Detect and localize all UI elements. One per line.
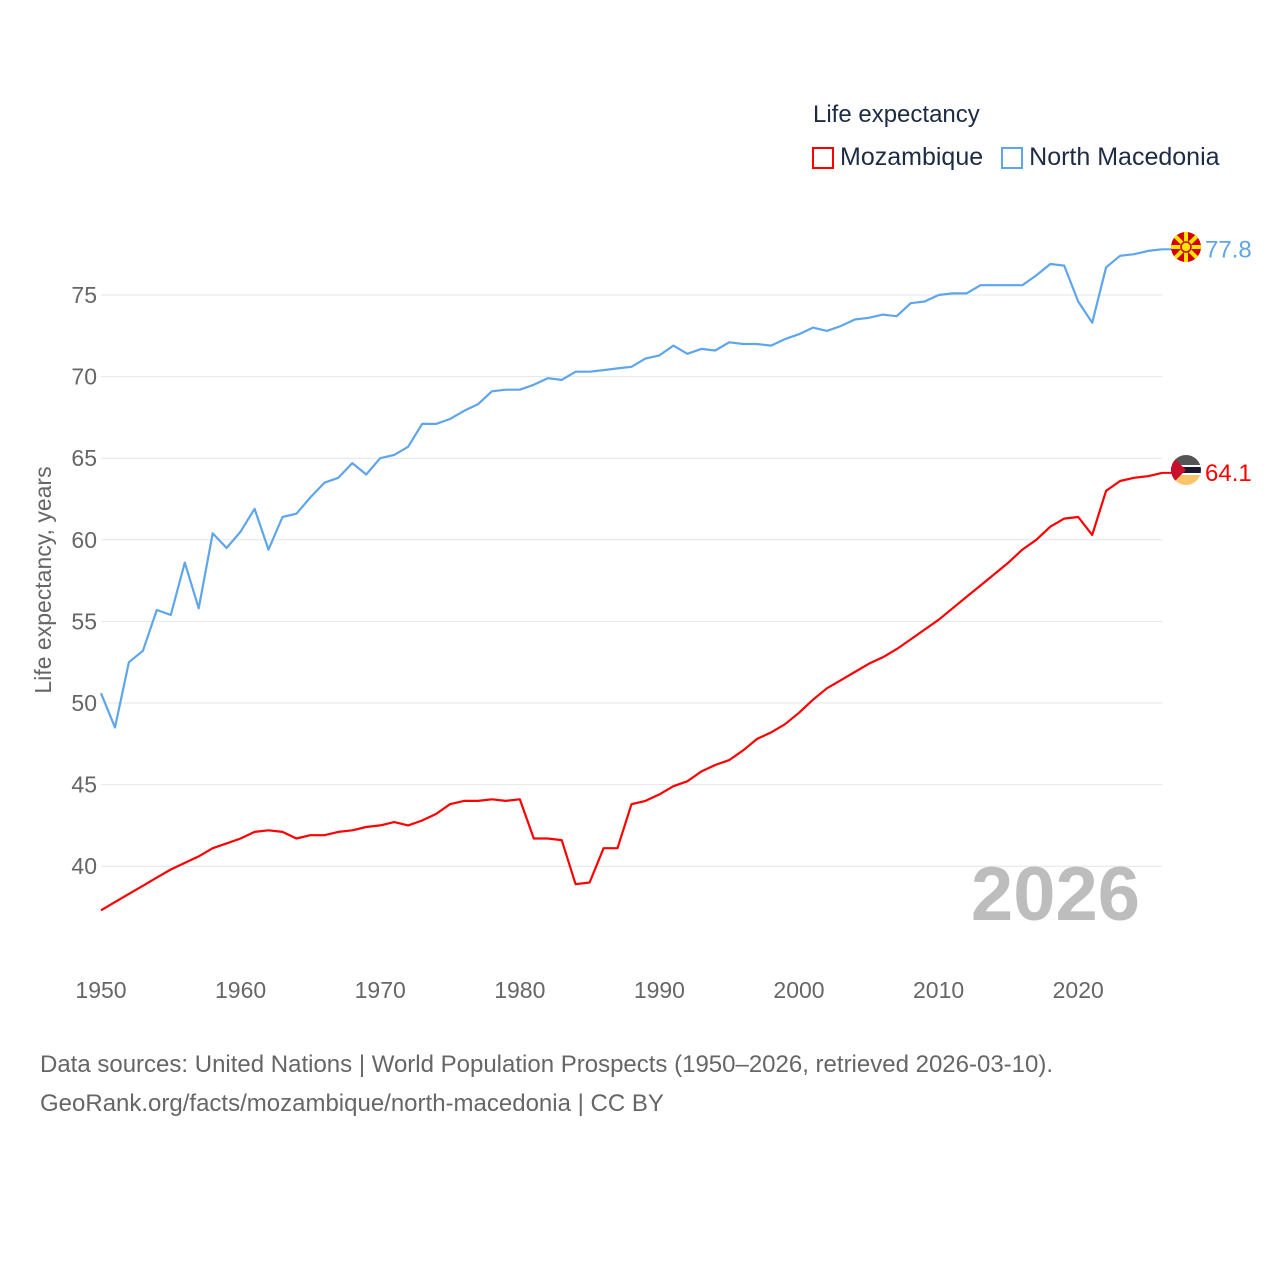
legend-label: North Macedonia <box>1029 143 1220 171</box>
legend-item-mozambique[interactable]: Mozambique <box>812 143 983 172</box>
legend: Mozambique North Macedonia <box>812 143 1220 172</box>
x-tick-label: 1970 <box>355 977 406 1003</box>
x-tick-label: 1960 <box>215 977 266 1003</box>
y-tick-label: 55 <box>71 608 97 634</box>
end-value-label: 64.1 <box>1205 460 1252 487</box>
source-url[interactable]: GeoRank.org/facts/mozambique/north-maced… <box>40 1090 664 1117</box>
series-line-north-macedonia <box>99 248 1163 729</box>
legend-title: Life expectancy <box>813 101 980 128</box>
end-value-label: 77.8 <box>1205 236 1252 263</box>
source-note: Data sources: United Nations | World Pop… <box>40 1045 1053 1123</box>
x-tick-label: 2000 <box>773 977 824 1003</box>
north-macedonia-flag-icon <box>1171 232 1201 262</box>
y-tick-label: 40 <box>71 853 97 879</box>
y-tick-label: 50 <box>71 690 97 716</box>
legend-item-north-macedonia[interactable]: North Macedonia <box>1001 143 1220 172</box>
x-tick-label: 1980 <box>494 977 545 1003</box>
legend-swatch <box>812 146 834 169</box>
y-axis-title: Life expectancy, years <box>30 466 56 693</box>
y-tick-label: 70 <box>71 364 97 390</box>
x-tick-label: 1990 <box>634 977 685 1003</box>
year-watermark: 2026 <box>971 852 1140 937</box>
x-tick-label: 2010 <box>913 977 964 1003</box>
y-tick-label: 60 <box>71 527 97 553</box>
series-line-mozambique <box>100 471 1163 912</box>
y-tick-label: 65 <box>71 445 97 471</box>
source-line: Data sources: United Nations | World Pop… <box>40 1051 1054 1078</box>
mozambique-flag-icon <box>1171 455 1201 485</box>
x-tick-label: 1950 <box>75 977 126 1003</box>
y-tick-label: 75 <box>71 282 97 308</box>
y-tick-label: 45 <box>71 772 97 798</box>
legend-swatch <box>1001 146 1024 169</box>
x-tick-label: 2020 <box>1053 977 1104 1003</box>
legend-label: Mozambique <box>840 143 984 171</box>
